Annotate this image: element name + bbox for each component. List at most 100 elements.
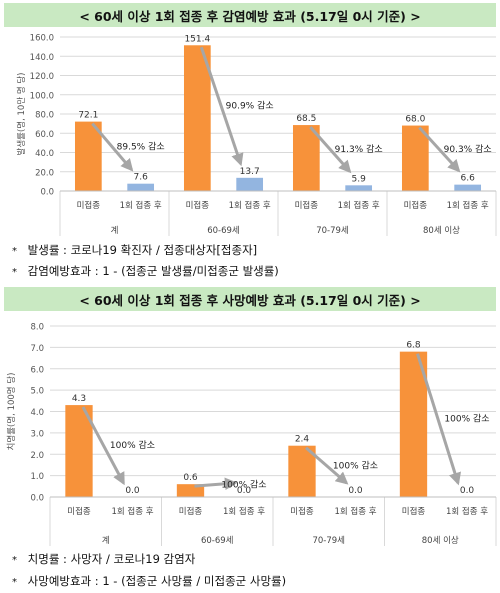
effect-label: 90.9% 감소: [226, 100, 274, 112]
y-tick-label: 160.0: [30, 34, 54, 44]
y-tick-label: 0.0: [30, 494, 44, 504]
bar-category-label: 1회 접종 후: [223, 506, 265, 517]
bar-category-label: 1회 접종 후: [338, 200, 380, 211]
y-tick-label: 120.0: [30, 72, 54, 82]
y-tick-label: 1.0: [30, 472, 44, 482]
bar-vaccinated: [236, 177, 264, 191]
group-label: 70-79세: [312, 536, 345, 546]
data-label-unvaccinated: 151.4: [184, 34, 210, 44]
data-label-unvaccinated: 0.6: [183, 473, 198, 483]
bar-category-label: 미접종: [402, 506, 426, 517]
effect-label: 100% 감소: [333, 459, 378, 471]
y-tick-label: 7.0: [30, 344, 44, 354]
reduction-arrow: [305, 446, 349, 485]
y-tick-label: 140.0: [30, 53, 54, 63]
reduction-arrow: [309, 126, 352, 174]
effect-label: 90.3% 감소: [444, 143, 492, 155]
note-mark: *: [12, 246, 17, 257]
data-label-vaccinated: 7.6: [133, 173, 148, 183]
data-label-vaccinated: 0.0: [460, 486, 475, 496]
bar-vaccinated: [127, 183, 155, 191]
bar-category-label: 1회 접종 후: [229, 200, 271, 211]
death-chart-title: < 60세 이상 1회 접종 후 사망예방 효과 (5.17일 0시 기준) >: [4, 287, 496, 311]
y-tick-label: 4.0: [30, 408, 44, 418]
bar-category-label: 1회 접종 후: [334, 506, 376, 517]
note-mark: *: [12, 267, 17, 278]
group-label: 70-79세: [316, 226, 349, 236]
effect-label: 100% 감소: [221, 479, 266, 491]
bar-category-label: 미접종: [290, 506, 314, 517]
data-label-unvaccinated: 4.3: [72, 394, 86, 404]
group-label: 80세 이상: [422, 535, 459, 546]
note-incidence: * 발생률 : 코로나19 확진자 / 접종대상자[접종자]: [12, 242, 257, 258]
effect-label: 89.5% 감소: [117, 141, 165, 153]
reduction-arrow: [199, 46, 244, 167]
note-text: 발생률 : 코로나19 확진자 / 접종대상자[접종자]: [27, 243, 258, 257]
bar-unvaccinated: [292, 125, 320, 191]
data-label-unvaccinated: 2.4: [295, 435, 310, 445]
data-label-vaccinated: 0.0: [125, 486, 140, 496]
bar-unvaccinated: [74, 121, 102, 191]
group-label: 60-69세: [201, 536, 234, 546]
y-tick-label: 3.0: [30, 429, 44, 439]
note-fatality: * 치명률 : 사망자 / 코로나19 감염자: [12, 551, 195, 567]
bar-unvaccinated: [288, 445, 316, 497]
y-tick-label: 6.0: [30, 365, 44, 375]
y-tick-label: 100.0: [30, 91, 54, 101]
bar-unvaccinated: [65, 405, 93, 497]
group-label: 계: [102, 535, 110, 546]
bar-category-label: 미접종: [67, 506, 91, 517]
bar-vaccinated: [345, 185, 373, 191]
data-label-unvaccinated: 6.8: [406, 341, 421, 351]
note-mark: *: [12, 577, 17, 588]
y-tick-label: 2.0: [30, 451, 44, 461]
reduction-arrow: [81, 406, 125, 486]
bar-category-label: 미접종: [77, 200, 101, 211]
y-tick-label: 60.0: [35, 130, 54, 140]
effect-label: 100% 감소: [444, 412, 489, 424]
y-tick-label: 20.0: [35, 168, 54, 178]
y-tick-label: 5.0: [30, 387, 44, 397]
data-label-vaccinated: 5.9: [351, 174, 366, 184]
group-label: 60-69세: [207, 226, 240, 236]
bar-category-label: 미접종: [295, 200, 319, 211]
bar-unvaccinated: [399, 351, 428, 497]
bar-category-label: 1회 접종 후: [447, 200, 489, 211]
note-death-effect: * 사망예방효과 : 1 - (접종군 사망률 / 미접종군 사망률): [12, 573, 286, 589]
bar-unvaccinated: [401, 125, 429, 191]
data-label-vaccinated: 13.7: [240, 167, 260, 177]
death-prevention-chart: 0.0 1.0 2.0 3.0 4.0 5.0 6.0 7.0 8.0 치명률(명, 100명 당…: [6, 323, 497, 546]
bar-category-label: 1회 접종 후: [446, 506, 488, 517]
note-mark: *: [12, 555, 17, 566]
infection-chart-title: < 60세 이상 1회 접종 후 감염예방 효과 (5.17일 0시 기준) >: [4, 3, 496, 27]
group-label: 80세 이상: [423, 225, 460, 236]
bar-category-label: 1회 접종 후: [111, 506, 153, 517]
note-infection-effect: * 감염예방효과 : 1 - (접종군 발생률/미접종군 발생률): [12, 263, 279, 279]
data-label-unvaccinated: 72.1: [78, 111, 98, 121]
y-tick-label: 40.0: [35, 149, 54, 159]
note-text: 감염예방효과 : 1 - (접종군 발생률/미접종군 발생률): [27, 264, 279, 278]
note-text: 치명률 : 사망자 / 코로나19 감염자: [27, 552, 196, 566]
y-axis-label: 치명률(명, 100명 당): [6, 373, 17, 451]
data-label-vaccinated: 0.0: [237, 486, 252, 496]
bar-unvaccinated: [183, 45, 211, 192]
effect-label: 100% 감소: [110, 439, 155, 451]
y-tick-label: 8.0: [30, 323, 44, 333]
effect-label: 91.3% 감소: [335, 143, 383, 155]
reduction-arrow: [91, 122, 134, 172]
data-label-vaccinated: 0.0: [348, 486, 363, 496]
data-label-unvaccinated: 68.0: [405, 115, 425, 125]
y-tick-label: 0.0: [40, 188, 54, 198]
bar-category-label: 미접종: [404, 200, 428, 211]
data-label-vaccinated: 6.6: [460, 174, 475, 184]
reduction-arrow: [194, 477, 238, 491]
bar-category-label: 미접종: [186, 200, 210, 211]
y-axis-label: 발생률(명, 10만 명 당): [16, 73, 27, 156]
bar-category-label: 미접종: [179, 506, 203, 517]
group-label: 계: [111, 225, 119, 236]
infection-prevention-chart: 0.0 20.0 40.0 60.0 80.0 100.0 120.0 140.0 160.0 발…: [16, 34, 497, 236]
data-label-unvaccinated: 68.5: [296, 114, 316, 124]
reduction-arrow: [416, 353, 462, 486]
bar-vaccinated: [454, 184, 482, 191]
bar-category-label: 1회 접종 후: [120, 200, 162, 211]
